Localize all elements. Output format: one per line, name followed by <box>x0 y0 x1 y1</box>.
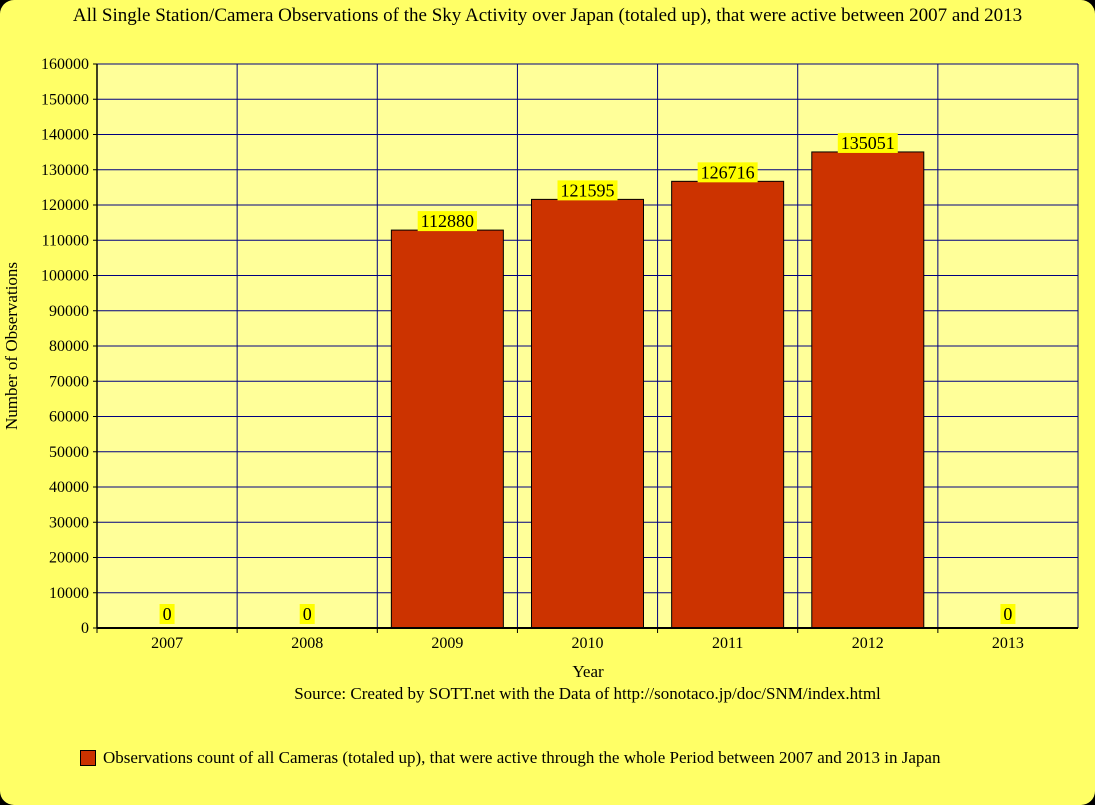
x-tick-label: 2010 <box>572 635 604 652</box>
y-tick-label: 100000 <box>41 268 89 285</box>
legend-label: Observations count of all Cameras (total… <box>103 748 941 767</box>
bars <box>390 151 925 629</box>
data-label: 0 <box>159 604 175 624</box>
data-label-background <box>417 211 478 232</box>
data-label-background <box>1000 604 1016 624</box>
y-tick-label: 60000 <box>49 409 89 426</box>
y-tick-label: 10000 <box>49 585 89 602</box>
y-tick-label: 110000 <box>42 232 89 249</box>
y-tick-label: 90000 <box>49 303 89 320</box>
data-label-text: 0 <box>303 604 312 624</box>
y-tick-label: 40000 <box>49 479 89 496</box>
y-tick-label: 160000 <box>41 56 89 73</box>
x-tick-label: 2009 <box>431 635 463 652</box>
data-label-background <box>837 132 898 153</box>
data-label-text: 0 <box>163 604 172 624</box>
legend-swatch <box>80 750 96 766</box>
bar <box>531 198 644 629</box>
y-tick-labels: 0 10000 20000 30000 40000 50000 60000 70000 8000… <box>41 56 97 637</box>
x-tick-label: 2012 <box>852 635 884 652</box>
data-label-text: 0 <box>1003 604 1012 624</box>
x-tick-label: 2008 <box>291 635 323 652</box>
data-label-text: 135051 <box>841 133 895 153</box>
x-tick-label: 2013 <box>992 635 1024 652</box>
y-axis-title: Number of Observations <box>2 262 21 430</box>
y-tick-label: 80000 <box>49 338 89 355</box>
y-tick-label: 70000 <box>49 373 89 390</box>
data-label-text: 126716 <box>701 162 755 182</box>
data-label-text: 112880 <box>421 211 474 231</box>
data-label: 0 <box>1000 604 1016 624</box>
data-label: 121595 <box>557 180 618 201</box>
chart-title: All Single Station/Camera Observations o… <box>72 5 1023 26</box>
data-label-background <box>159 604 175 624</box>
bar <box>811 151 925 629</box>
y-tick-label: 140000 <box>41 127 89 144</box>
y-tick-label: 20000 <box>49 550 89 567</box>
data-label: 135051 <box>837 132 898 153</box>
data-label-background <box>299 604 315 624</box>
data-label: 126716 <box>697 162 758 183</box>
x-tick-labels: 2007 2008 2009 2010 2011 2012 2013 <box>96 628 1024 652</box>
source-note: Source: Created by SOTT.net with the Dat… <box>294 684 881 703</box>
data-label-background <box>697 162 758 183</box>
data-label-text: 121595 <box>561 180 615 200</box>
data-labels: 0 0 112880 121595 126716 135051 0 <box>159 132 1016 624</box>
bar <box>671 180 785 629</box>
y-tick-label: 130000 <box>41 162 89 179</box>
data-label-background <box>557 180 618 201</box>
legend: Observations count of all Cameras (total… <box>80 748 940 768</box>
x-tick-label: 2007 <box>151 635 183 652</box>
data-label: 112880 <box>417 211 478 232</box>
bar <box>390 229 504 629</box>
x-axis-title: Year <box>572 662 604 681</box>
y-tick-label: 50000 <box>49 444 89 461</box>
x-tick-label: 2011 <box>712 635 743 652</box>
y-tick-label: 30000 <box>49 514 89 531</box>
y-tick-label: 120000 <box>41 197 89 214</box>
y-tick-label: 150000 <box>41 91 89 108</box>
data-label: 0 <box>299 604 315 624</box>
y-tick-label: 0 <box>81 620 89 637</box>
